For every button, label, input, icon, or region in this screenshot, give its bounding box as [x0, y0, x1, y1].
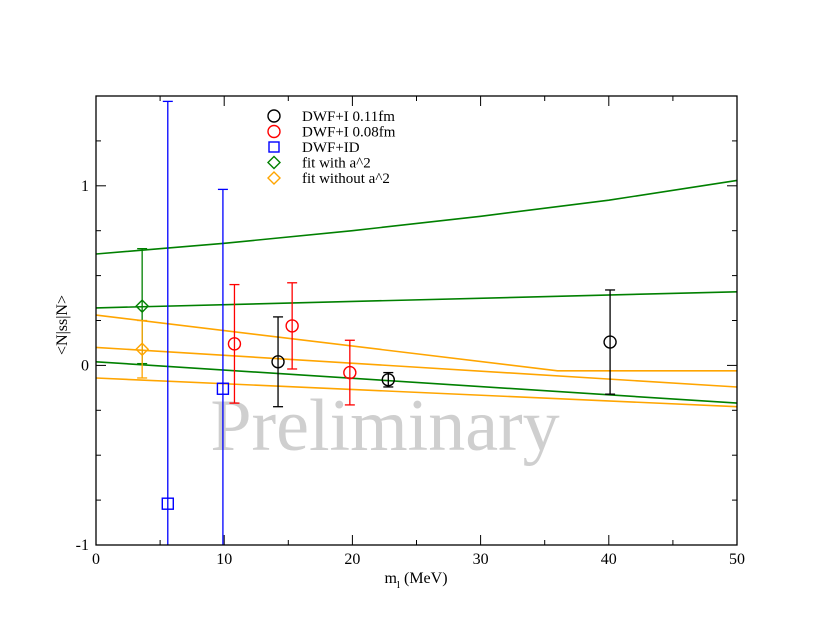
fit-curve-6 — [95, 377, 738, 408]
data-point-3-1 — [161, 497, 174, 510]
y-tick-label: 1 — [81, 178, 89, 195]
x-axis-label: ml (MeV) — [384, 570, 447, 591]
legend-marker-3 — [268, 141, 280, 153]
data-point-1-1 — [271, 355, 285, 369]
x-axis-label-main: m — [384, 570, 397, 587]
legend-label-4: fit with a^2 — [302, 156, 371, 172]
data-point-2-1 — [227, 337, 242, 351]
fit-curve-3 — [95, 361, 738, 404]
x-axis-label-subscript: l — [397, 579, 400, 591]
data-point-5-1 — [135, 342, 150, 357]
legend-label-3: DWF+ID — [302, 140, 360, 156]
x-tick-label: 10 — [216, 551, 232, 568]
x-tick-label: 20 — [344, 551, 360, 568]
watermark-text: Preliminary — [210, 385, 559, 467]
x-tick-label: 30 — [473, 551, 489, 568]
fit-curve-2 — [95, 291, 738, 309]
legend-marker-1 — [267, 109, 281, 123]
x-axis-label-unit: (MeV) — [400, 570, 448, 587]
y-axis-label: <N|ss|N> — [54, 295, 71, 355]
plot-area-frame — [95, 95, 738, 546]
fit-curve-4 — [95, 314, 737, 372]
data-point-4-1 — [135, 299, 150, 314]
legend-label-1: DWF+I 0.11fm — [302, 109, 395, 125]
x-tick-label: 50 — [729, 551, 745, 568]
x-tick-label: 40 — [601, 551, 617, 568]
axis-ticks: 0 10 20 30 40 50-101 — [76, 95, 745, 568]
data-marks — [135, 100, 617, 545]
fit-curve-1 — [95, 179, 738, 255]
data-point-3-2 — [216, 382, 230, 395]
y-tick-label: -1 — [76, 537, 89, 554]
data-point-2-2 — [285, 319, 299, 333]
fit-curve-5 — [95, 346, 738, 388]
data-point-1-2 — [381, 373, 395, 387]
y-tick-label: 0 — [81, 357, 89, 374]
legend-label-2: DWF+I 0.08fm — [302, 125, 396, 141]
fit-curves — [95, 179, 738, 408]
data-point-2-3 — [343, 365, 357, 380]
x-tick-label: 0 — [92, 551, 100, 568]
data-point-1-3 — [603, 335, 617, 349]
legend-marker-2 — [267, 124, 281, 139]
legend-label-5: fit without a^2 — [302, 171, 390, 187]
legend-marker-4 — [267, 155, 281, 170]
legend-marker-5 — [267, 171, 281, 185]
